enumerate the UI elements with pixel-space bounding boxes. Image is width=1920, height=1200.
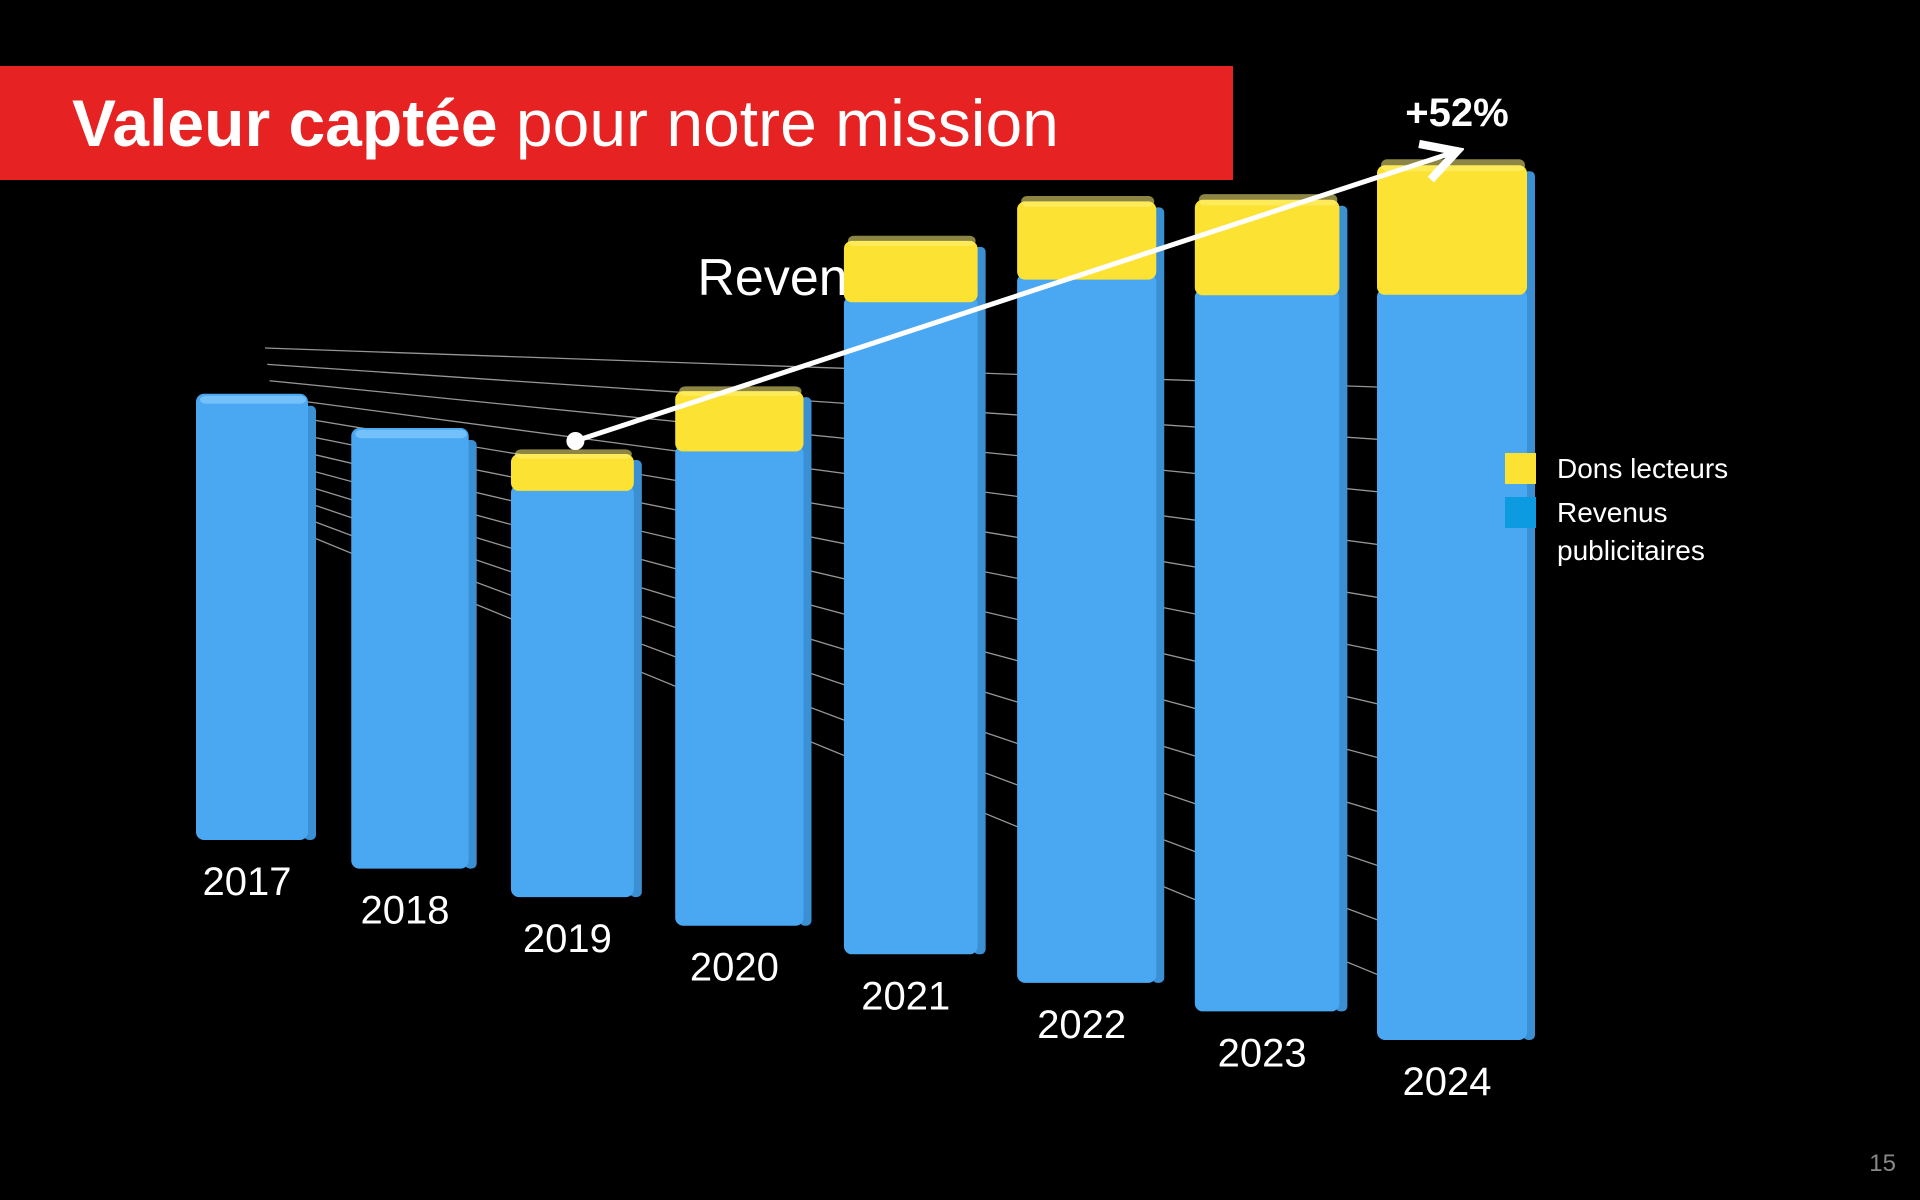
bar-segment-donations (1017, 201, 1157, 280)
bar-2020 (675, 386, 812, 926)
bar-top-face (847, 235, 976, 246)
slide-title: Valeur captée pour notre mission (72, 66, 1059, 180)
bar-segment-ads (1017, 273, 1157, 983)
bar-top-face (1021, 196, 1155, 207)
bar-top-face (355, 429, 467, 439)
legend-label-donations: Dons lecteurs (1557, 453, 1729, 484)
bar-segment-ads (843, 296, 978, 955)
year-label-2023: 2023 (1218, 1031, 1307, 1075)
bar-top-face (200, 395, 306, 404)
bar-segment-ads (1194, 289, 1340, 1012)
bar-segment-ads (351, 428, 469, 869)
legend-swatch-donations (1505, 453, 1536, 484)
bar-top-face (514, 449, 632, 459)
slide-title-bold: Valeur captée (72, 86, 498, 160)
bar-2024 (1377, 159, 1535, 1040)
bar-segment-ads (1377, 288, 1527, 1040)
bar-2021 (843, 235, 986, 955)
growth-arrow (574, 151, 1457, 444)
year-label-2017: 2017 (203, 860, 292, 904)
year-label-2022: 2022 (1037, 1003, 1126, 1047)
year-label-2019: 2019 (523, 917, 612, 961)
bars (196, 159, 1535, 1040)
year-label-2021: 2021 (861, 974, 950, 1018)
year-labels: 2017 2018 2019 2020 2021 2022 2023 2024 (203, 860, 1492, 1104)
growth-label: +52% (1405, 91, 1508, 135)
growth-annotation: +52% (566, 91, 1509, 450)
page-number: 15 (1869, 1150, 1896, 1177)
bar-segment-ads (196, 393, 308, 840)
legend-label-ads: Revenus publicitaires (1557, 497, 1705, 566)
bar-2017 (196, 393, 316, 840)
title-banner: Valeur captée pour notre mission (0, 66, 1233, 180)
bar-2018 (351, 428, 477, 869)
year-label-2024: 2024 (1403, 1060, 1492, 1104)
bar-segment-donations (510, 454, 634, 491)
year-label-2020: 2020 (690, 946, 779, 990)
bar-2019 (510, 449, 642, 898)
bar-segment-donations (675, 391, 804, 452)
bar-2023 (1194, 194, 1348, 1012)
year-label-2018: 2018 (360, 889, 449, 933)
bar-2022 (1017, 196, 1165, 983)
bar-top-face (679, 386, 802, 397)
bar-segment-donations (1377, 165, 1527, 295)
growth-arrow-start-dot (566, 432, 585, 450)
slide-title-rest: pour notre mission (497, 86, 1059, 160)
legend-swatch-ads (1505, 497, 1536, 528)
bar-segment-donations (843, 240, 978, 303)
bar-segment-ads (675, 445, 804, 926)
bar-segment-ads (510, 484, 634, 898)
